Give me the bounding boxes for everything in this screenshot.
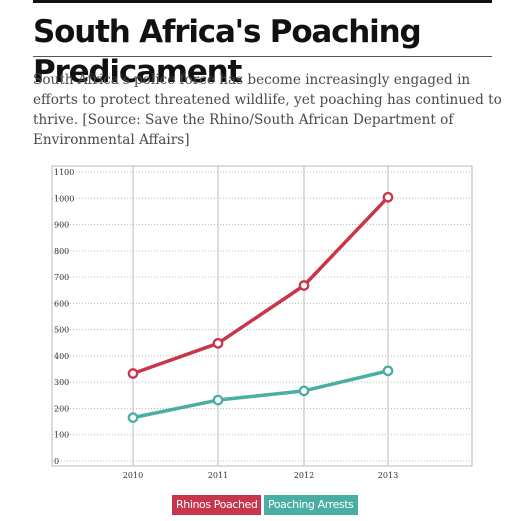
- title-divider: [33, 56, 492, 57]
- y-tick-label: 800: [54, 247, 69, 256]
- data-point-rhinos-poached: [127, 368, 139, 379]
- x-tick-label: 2013: [378, 471, 398, 480]
- y-tick-label: 100: [54, 431, 69, 440]
- x-tick-label: 2010: [123, 471, 143, 480]
- series-line-rhinos-poached: [132, 196, 390, 376]
- top-rule: [33, 0, 492, 3]
- y-tick-label: 500: [54, 326, 69, 335]
- x-tick-label: 2011: [208, 471, 228, 480]
- series-line-poaching-arrests: [132, 369, 389, 420]
- y-tick-label: 700: [54, 273, 69, 282]
- legend-item-poaching-arrests: Poaching Arrests: [264, 495, 358, 515]
- chart-legend: Rhinos Poached Poaching Arrests: [0, 495, 511, 517]
- line-chart: 0 100 200 300 400 500 600 700 800 900 1000 1100 2010…: [51, 165, 473, 480]
- y-tick-label: 200: [54, 404, 69, 413]
- y-tick-label: 400: [54, 352, 69, 361]
- y-tick-label: 1100: [54, 168, 74, 177]
- y-tick-label: 1000: [54, 194, 74, 203]
- chart-description: South Africa's police force has become i…: [33, 72, 502, 148]
- data-point-poaching-arrests: [298, 385, 310, 397]
- legend-item-rhinos-poached: Rhinos Poached: [172, 495, 262, 515]
- data-point-rhinos-poached: [298, 280, 310, 291]
- plot-frame: [51, 165, 473, 467]
- data-point-rhinos-poached: [382, 191, 394, 203]
- chart-title: South Africa's Poaching Predicament: [33, 14, 422, 90]
- data-point-poaching-arrests: [382, 365, 394, 377]
- x-tick-label: 2012: [294, 471, 314, 480]
- y-tick-label: 900: [54, 221, 69, 230]
- y-tick-label: 0: [54, 457, 59, 466]
- y-tick-label: 300: [54, 378, 69, 387]
- data-point-poaching-arrests: [212, 394, 224, 406]
- y-tick-label: 600: [54, 299, 69, 308]
- data-point-poaching-arrests: [127, 412, 139, 423]
- data-point-rhinos-poached: [212, 337, 224, 349]
